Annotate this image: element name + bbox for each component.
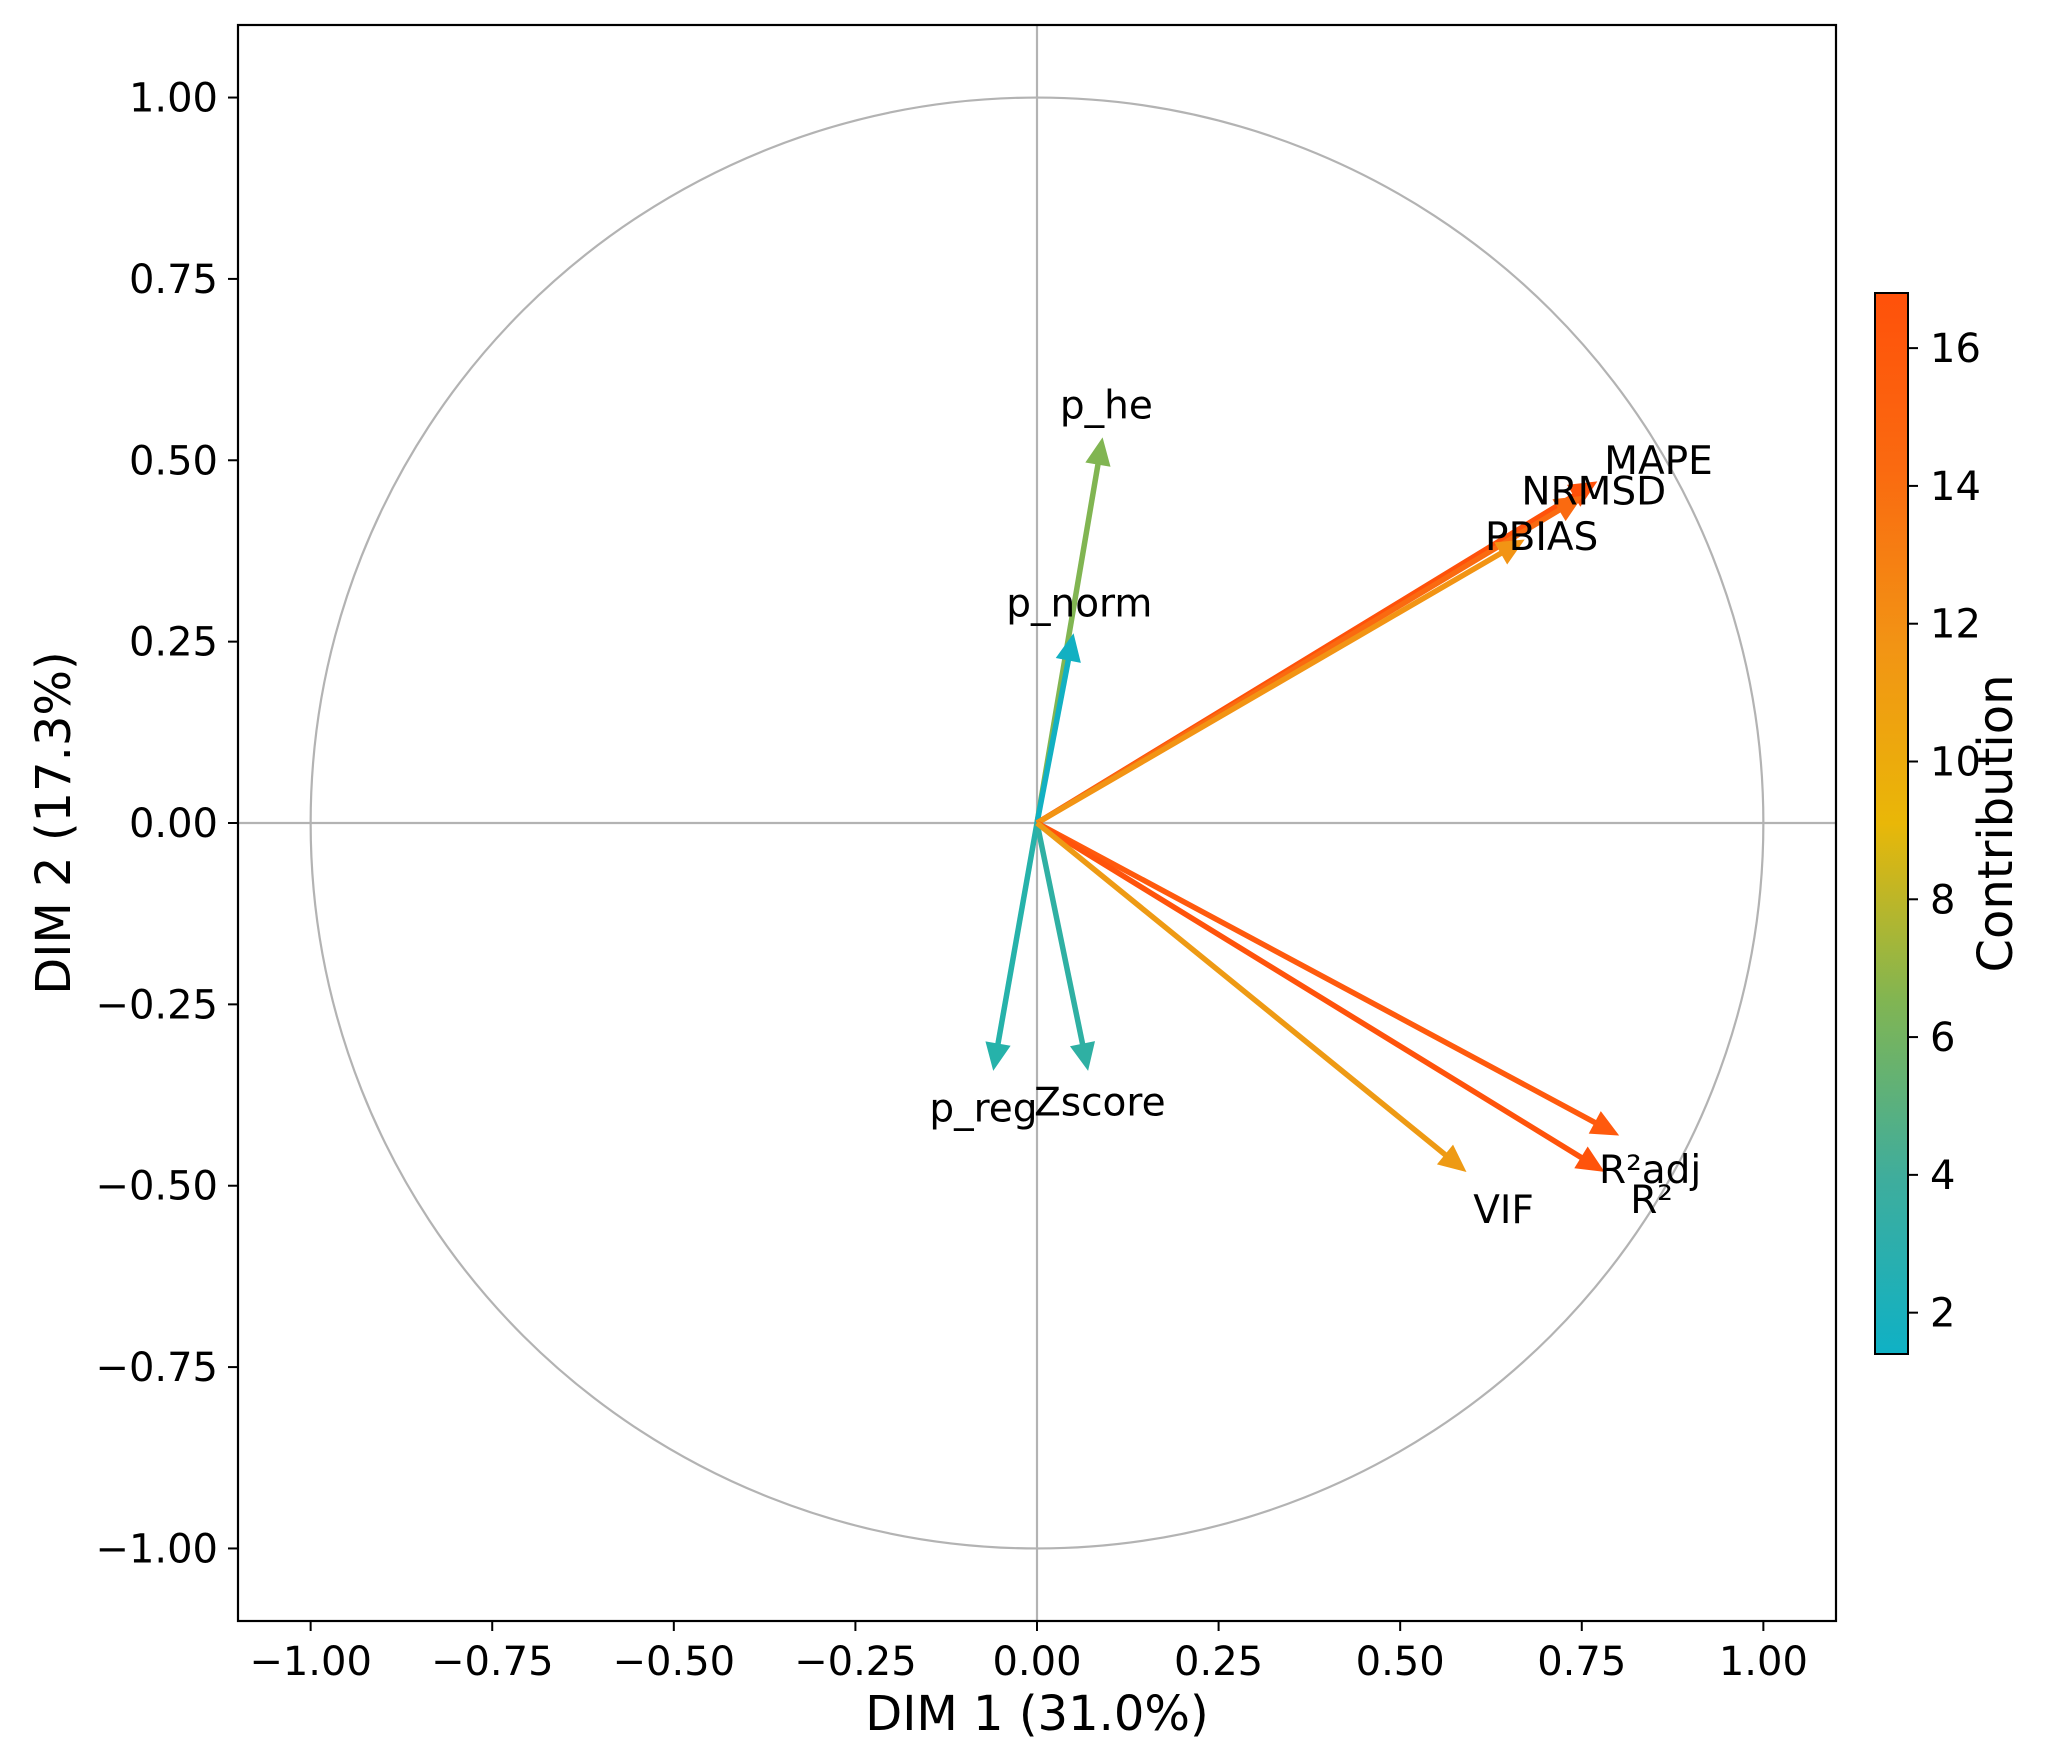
variable-label: p_reg	[929, 1087, 1037, 1132]
x-tick-label: −1.00	[249, 1639, 372, 1685]
arrow-head	[1085, 437, 1111, 467]
colorbar-tick-label: 12	[1930, 602, 1981, 648]
x-tick-label: 0.50	[1356, 1639, 1445, 1685]
arrow-shaft	[995, 822, 1040, 1045]
arrow-head	[1552, 495, 1583, 522]
y-tick-label: 1.00	[129, 76, 218, 122]
arrow-pbias	[1035, 539, 1525, 826]
arrow-head	[1069, 1041, 1096, 1071]
arrow-r-	[1035, 820, 1605, 1172]
arrow-head	[1055, 633, 1081, 663]
arrow-head	[1567, 481, 1598, 507]
colorbar-bar	[1874, 292, 1909, 1355]
arrow-head	[1494, 539, 1525, 565]
arrow-r-adj	[1035, 820, 1620, 1136]
variable-label: R²	[1630, 1178, 1673, 1223]
y-axis-title: DIM 2 (17.3%)	[26, 651, 82, 995]
y-tick-label: 0.50	[129, 438, 218, 484]
arrow-head	[1574, 1146, 1605, 1172]
y-tick-label: −0.25	[95, 982, 218, 1028]
arrow-p-norm	[1034, 633, 1081, 824]
variable-label: p_he	[1060, 384, 1153, 429]
colorbar-tick-label: 6	[1930, 1015, 1955, 1061]
variable-label: R²adj	[1599, 1148, 1701, 1193]
arrow-shaft	[1034, 659, 1072, 824]
y-tick-label: −1.00	[95, 1526, 218, 1572]
variable-label: p_norm	[1006, 581, 1152, 626]
x-tick-label: −0.25	[794, 1639, 917, 1685]
arrow-shaft	[1035, 820, 1597, 1126]
variable-label: PBIAS	[1485, 515, 1598, 560]
colorbar-tick-label: 16	[1930, 326, 1981, 372]
y-tick-label: 0.75	[129, 257, 218, 303]
axes: −1.00 −0.75 −0.50 −0.25 0.00 0.25 0.50 0.75 1.00…	[26, 23, 1838, 1742]
y-tick-label: −0.50	[95, 1164, 218, 1210]
arrow-head	[1436, 1144, 1467, 1172]
arrow-shaft	[1035, 550, 1503, 826]
x-tick-label: 0.00	[992, 1639, 1081, 1685]
variable-arrows	[985, 437, 1620, 1172]
colorbar-tick-label: 10	[1930, 739, 1981, 785]
arrow-shaft	[1034, 822, 1086, 1045]
y-tick-label: −0.75	[95, 1345, 218, 1391]
arrow-p-reg	[985, 822, 1040, 1071]
colorbar-tick-label: 8	[1930, 877, 1955, 923]
x-axis-title: DIM 1 (31.0%)	[865, 1686, 1209, 1742]
colorbar-tick-label: 2	[1930, 1291, 1955, 1337]
y-tick-label: 0.25	[129, 620, 218, 666]
arrow-shaft	[1035, 820, 1583, 1160]
x-tick-label: 0.25	[1174, 1639, 1263, 1685]
variable-label: NRMSD	[1521, 470, 1666, 515]
x-tick-label: −0.75	[431, 1639, 554, 1685]
colorbar: 2 4 6 8 10 12 14 16 Contribution	[1874, 292, 2024, 1355]
x-tick-label: −0.50	[613, 1639, 736, 1685]
variable-label: VIF	[1473, 1188, 1534, 1233]
colorbar-title: Contribution	[1968, 674, 2024, 972]
arrow-vif	[1035, 820, 1467, 1172]
arrow-head	[1588, 1111, 1620, 1136]
x-tick-label: 1.00	[1719, 1639, 1808, 1685]
y-tick-label: 0.00	[129, 801, 218, 847]
variable-label: MAPE	[1604, 439, 1713, 484]
variable-label: Zscore	[1034, 1081, 1166, 1126]
arrow-shaft	[1035, 820, 1448, 1157]
arrow-head	[985, 1041, 1011, 1071]
colorbar-tick-label: 4	[1930, 1153, 1955, 1199]
colorbar-tick-label: 14	[1930, 464, 1981, 510]
x-tick-label: 0.75	[1537, 1639, 1626, 1685]
arrow-zscore	[1034, 822, 1096, 1071]
